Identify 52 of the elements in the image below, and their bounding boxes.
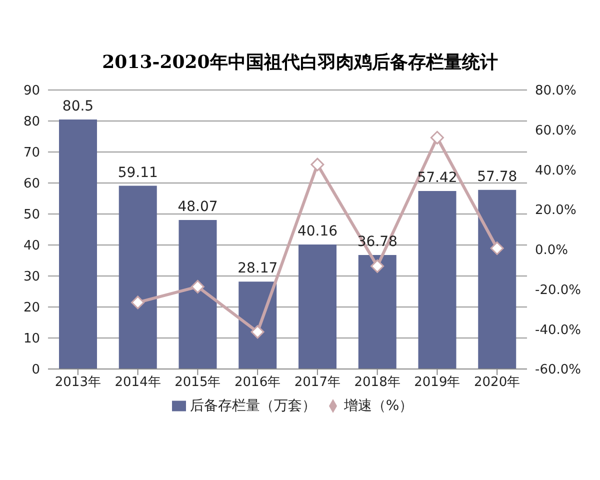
y2-tick-label: 80.0% — [535, 84, 576, 99]
point — [250, 325, 264, 339]
y2-tick-label: -40.0% — [535, 322, 581, 338]
x-tick-label: 2017年 — [294, 375, 340, 390]
x-tick-label: 2013年 — [54, 375, 101, 390]
y-tick-label: 50 — [23, 208, 40, 223]
bar — [238, 282, 277, 369]
bar — [418, 191, 456, 369]
x-tick-label: 2019年 — [414, 375, 460, 390]
chart-title: 2013-2020年中国祖代白羽肉鸡后备存栏量统计 — [101, 51, 499, 74]
y2-tick-label: 20.0% — [535, 203, 576, 218]
point — [370, 259, 384, 273]
y2-tick-label: 60.0% — [535, 123, 576, 138]
y2-tick-label: -20.0% — [535, 282, 581, 298]
y-tick-label: 60 — [23, 176, 40, 192]
data-label: 28.17 — [238, 260, 278, 277]
bar — [478, 190, 516, 369]
x-tick-label: 2015年 — [174, 375, 221, 390]
point — [190, 280, 204, 294]
data-label: 80.5 — [62, 98, 94, 114]
x-tick-label: 2016年 — [234, 375, 281, 390]
y-tick-label: 80 — [23, 114, 40, 130]
point — [490, 241, 504, 255]
y2-tick-label: -60.0% — [535, 362, 581, 378]
y-tick-label: 40 — [23, 238, 40, 254]
x-tick-label: 2018年 — [354, 375, 400, 390]
point — [131, 296, 145, 310]
y2-tick-label: 0.0% — [535, 243, 568, 258]
data-label: 36.78 — [357, 234, 398, 250]
y-tick-label: 90 — [23, 84, 40, 99]
bar — [59, 119, 97, 369]
bar — [118, 186, 157, 369]
y-tick-label: 0 — [32, 362, 40, 378]
data-label: 57.78 — [477, 168, 518, 185]
data-label: 57.42 — [417, 170, 458, 186]
y2-tick-label: 40.0% — [535, 163, 576, 178]
bar — [298, 244, 336, 369]
bar — [178, 220, 217, 369]
legend-label: 后备存栏量（万套） — [190, 398, 316, 414]
y-tick-label: 70 — [23, 146, 40, 161]
y-tick-label: 20 — [23, 300, 40, 316]
point — [430, 130, 444, 144]
x-tick-label: 2014年 — [114, 375, 161, 390]
data-label: 59.11 — [118, 164, 158, 181]
data-label: 40.16 — [297, 224, 338, 240]
x-tick-label: 2020年 — [474, 375, 520, 390]
legend-label: 增速（%） — [344, 398, 414, 414]
y-tick-label: 10 — [23, 332, 40, 347]
data-label: 48.07 — [178, 198, 218, 215]
bar — [358, 254, 396, 369]
point — [310, 158, 324, 172]
y-tick-label: 30 — [23, 270, 40, 285]
